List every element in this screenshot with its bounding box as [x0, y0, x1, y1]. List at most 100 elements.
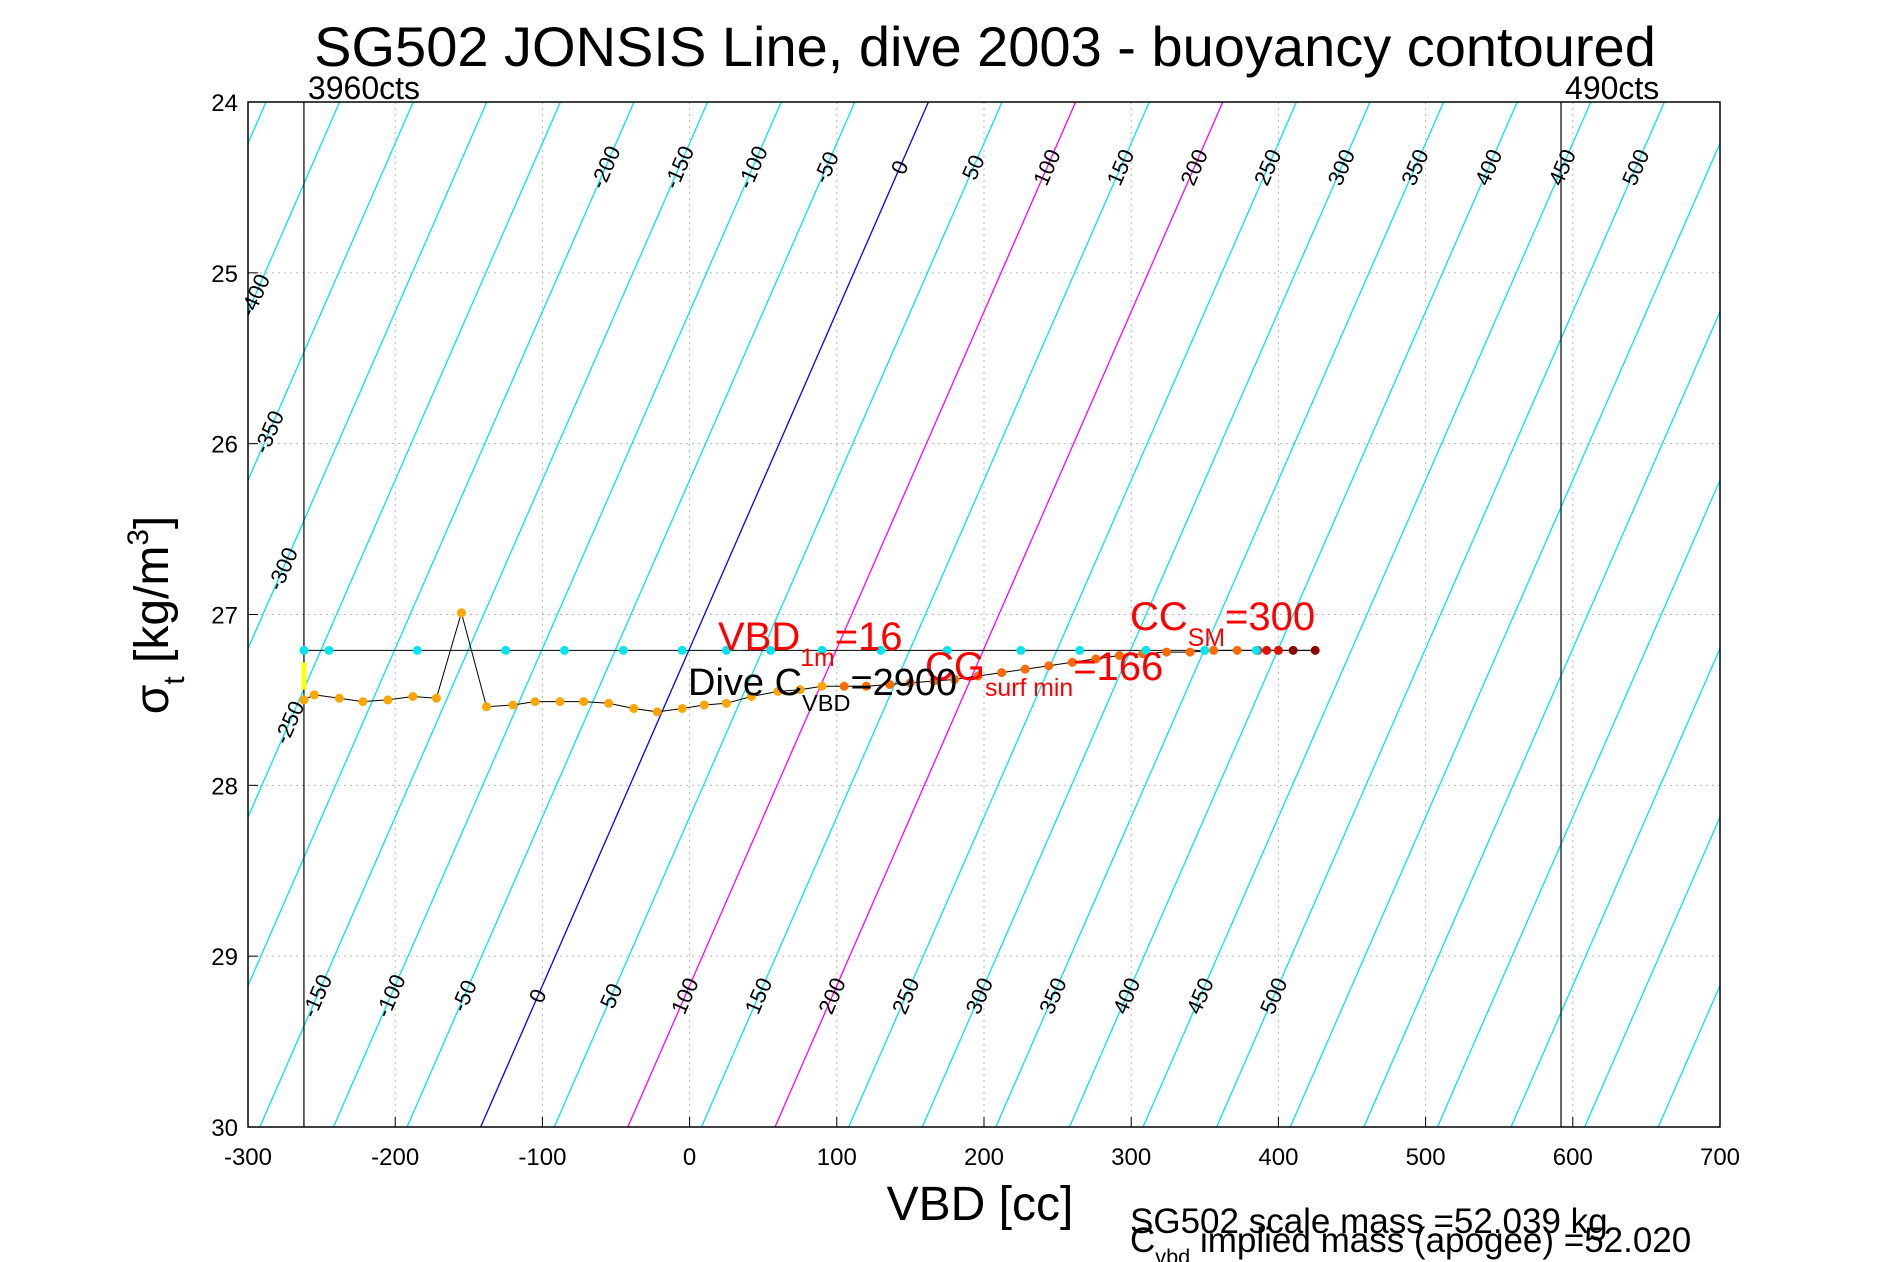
climb-point: [324, 645, 334, 655]
dive-point: [383, 695, 393, 705]
contour-line: [921, 102, 1371, 1127]
limit-lines: 3960cts 490cts: [303, 70, 1659, 1127]
dive-point: [795, 685, 805, 695]
contour-label: -100: [732, 142, 773, 192]
dive-point: [746, 692, 756, 701]
x-axis-label: VBD [cc]: [887, 1178, 1074, 1231]
dive-point: [456, 608, 466, 618]
deep-point: [1273, 645, 1283, 655]
contour-line: [248, 102, 635, 988]
contour-label: -400: [235, 270, 276, 320]
dive-point: [358, 697, 368, 707]
contour-label: 0: [886, 157, 914, 178]
contour-label: -100: [370, 971, 411, 1021]
climb-point: [1075, 645, 1085, 655]
contour-label: 150: [1102, 146, 1140, 190]
y-axis-label: σt [kg/m3]: [122, 516, 191, 714]
contour-line: [1879, 102, 1891, 1127]
x-tick-label: 700: [1700, 1144, 1740, 1171]
x-tick-label: -200: [371, 1144, 419, 1171]
dive-point: [431, 693, 441, 703]
contour-label: 300: [961, 974, 999, 1018]
contour-line: [248, 102, 341, 314]
y-tick-label: 27: [211, 603, 238, 630]
dive-path-line: [303, 610, 1316, 713]
contour-label: 250: [1249, 146, 1287, 190]
x-tick-label: 100: [817, 1144, 857, 1171]
contour-label: 350: [1034, 974, 1072, 1018]
contour-line: [259, 102, 709, 1127]
dive-late-point: [905, 678, 915, 688]
contour-line: [1216, 102, 1666, 1127]
contour-line: [1732, 102, 1891, 1127]
cg-annotation: CGsurf min=166: [925, 645, 1163, 702]
contour-label: -150: [297, 971, 338, 1021]
y-tick-labels: 24 25 26 27 28 29 30: [211, 90, 238, 1142]
y-tick-label: 28: [211, 773, 238, 800]
contour-line: [1436, 478, 1720, 1127]
dive-late-point: [1067, 657, 1077, 667]
contour-line: [0, 102, 119, 1127]
contour-line: [627, 102, 1077, 1127]
dive-point: [677, 703, 687, 713]
dive-late-point: [950, 674, 960, 684]
contour-label: 500: [1617, 146, 1655, 190]
contour-line: [248, 102, 562, 819]
dive-late-point: [929, 676, 939, 686]
dive-late-point: [861, 681, 871, 691]
climb-point: [412, 645, 422, 655]
dive-point: [334, 693, 344, 703]
contour-label: 150: [740, 974, 778, 1018]
climb-point: [1251, 645, 1261, 655]
dive-point: [508, 700, 518, 710]
dive-point: [481, 702, 491, 712]
dive-late-point: [1185, 647, 1195, 657]
contour-line: [1142, 102, 1592, 1127]
climb-point: [721, 645, 731, 655]
dive-point: [579, 697, 589, 707]
contour-line: [553, 102, 1003, 1127]
contour-label: 100: [1028, 146, 1066, 190]
dive-point: [773, 686, 783, 696]
contour-label: 400: [1470, 146, 1508, 190]
contour-line: [406, 102, 856, 1127]
contour-line: [332, 102, 782, 1127]
contour-label: 200: [1175, 146, 1213, 190]
x-tick-label: 600: [1553, 1144, 1593, 1171]
contour-line: [848, 102, 1298, 1127]
dive-point: [299, 695, 309, 705]
contour-label: 400: [1108, 974, 1146, 1018]
climb-point: [766, 645, 776, 655]
dive-point: [629, 703, 639, 713]
contour-label: -50: [808, 148, 844, 187]
x-tick-labels: -300 -200 -100 0 100 200 300 400 500 600 700: [224, 1144, 1740, 1171]
contour-label: -150: [659, 142, 700, 192]
implied-mass-note: Cvbd implied mass (apogee) =52.020: [1130, 1221, 1691, 1262]
dive-late-point: [885, 680, 895, 690]
dive-late-point: [1114, 651, 1124, 660]
contour-label: 50: [957, 151, 990, 183]
dive-point: [721, 698, 731, 708]
x-tick-label: 0: [683, 1144, 696, 1171]
vbd1m-annotation: VBD1m=16: [718, 615, 903, 672]
contour-label: 500: [1255, 974, 1293, 1018]
dive-point: [604, 698, 614, 708]
contour-lines: [0, 102, 1891, 1127]
contour-line: [248, 102, 488, 651]
contour-line: [700, 102, 1150, 1127]
dive-late-point: [1091, 654, 1101, 664]
dive-point: [530, 697, 540, 707]
dive-point: [817, 681, 827, 691]
dive-late-point: [1209, 645, 1219, 655]
climb-point: [817, 645, 827, 655]
dive-late-point: [1232, 645, 1242, 655]
y-tick-label: 26: [211, 432, 238, 459]
deep-point: [1262, 645, 1272, 655]
contour-line: [1805, 102, 1891, 1127]
plot-frame: [247, 101, 1721, 1128]
y-tick-label: 24: [211, 90, 238, 117]
y-tick-label: 29: [211, 944, 238, 971]
dive-late-point: [973, 671, 983, 681]
contour-line: [774, 102, 1224, 1127]
dive-late-point: [997, 668, 1007, 678]
